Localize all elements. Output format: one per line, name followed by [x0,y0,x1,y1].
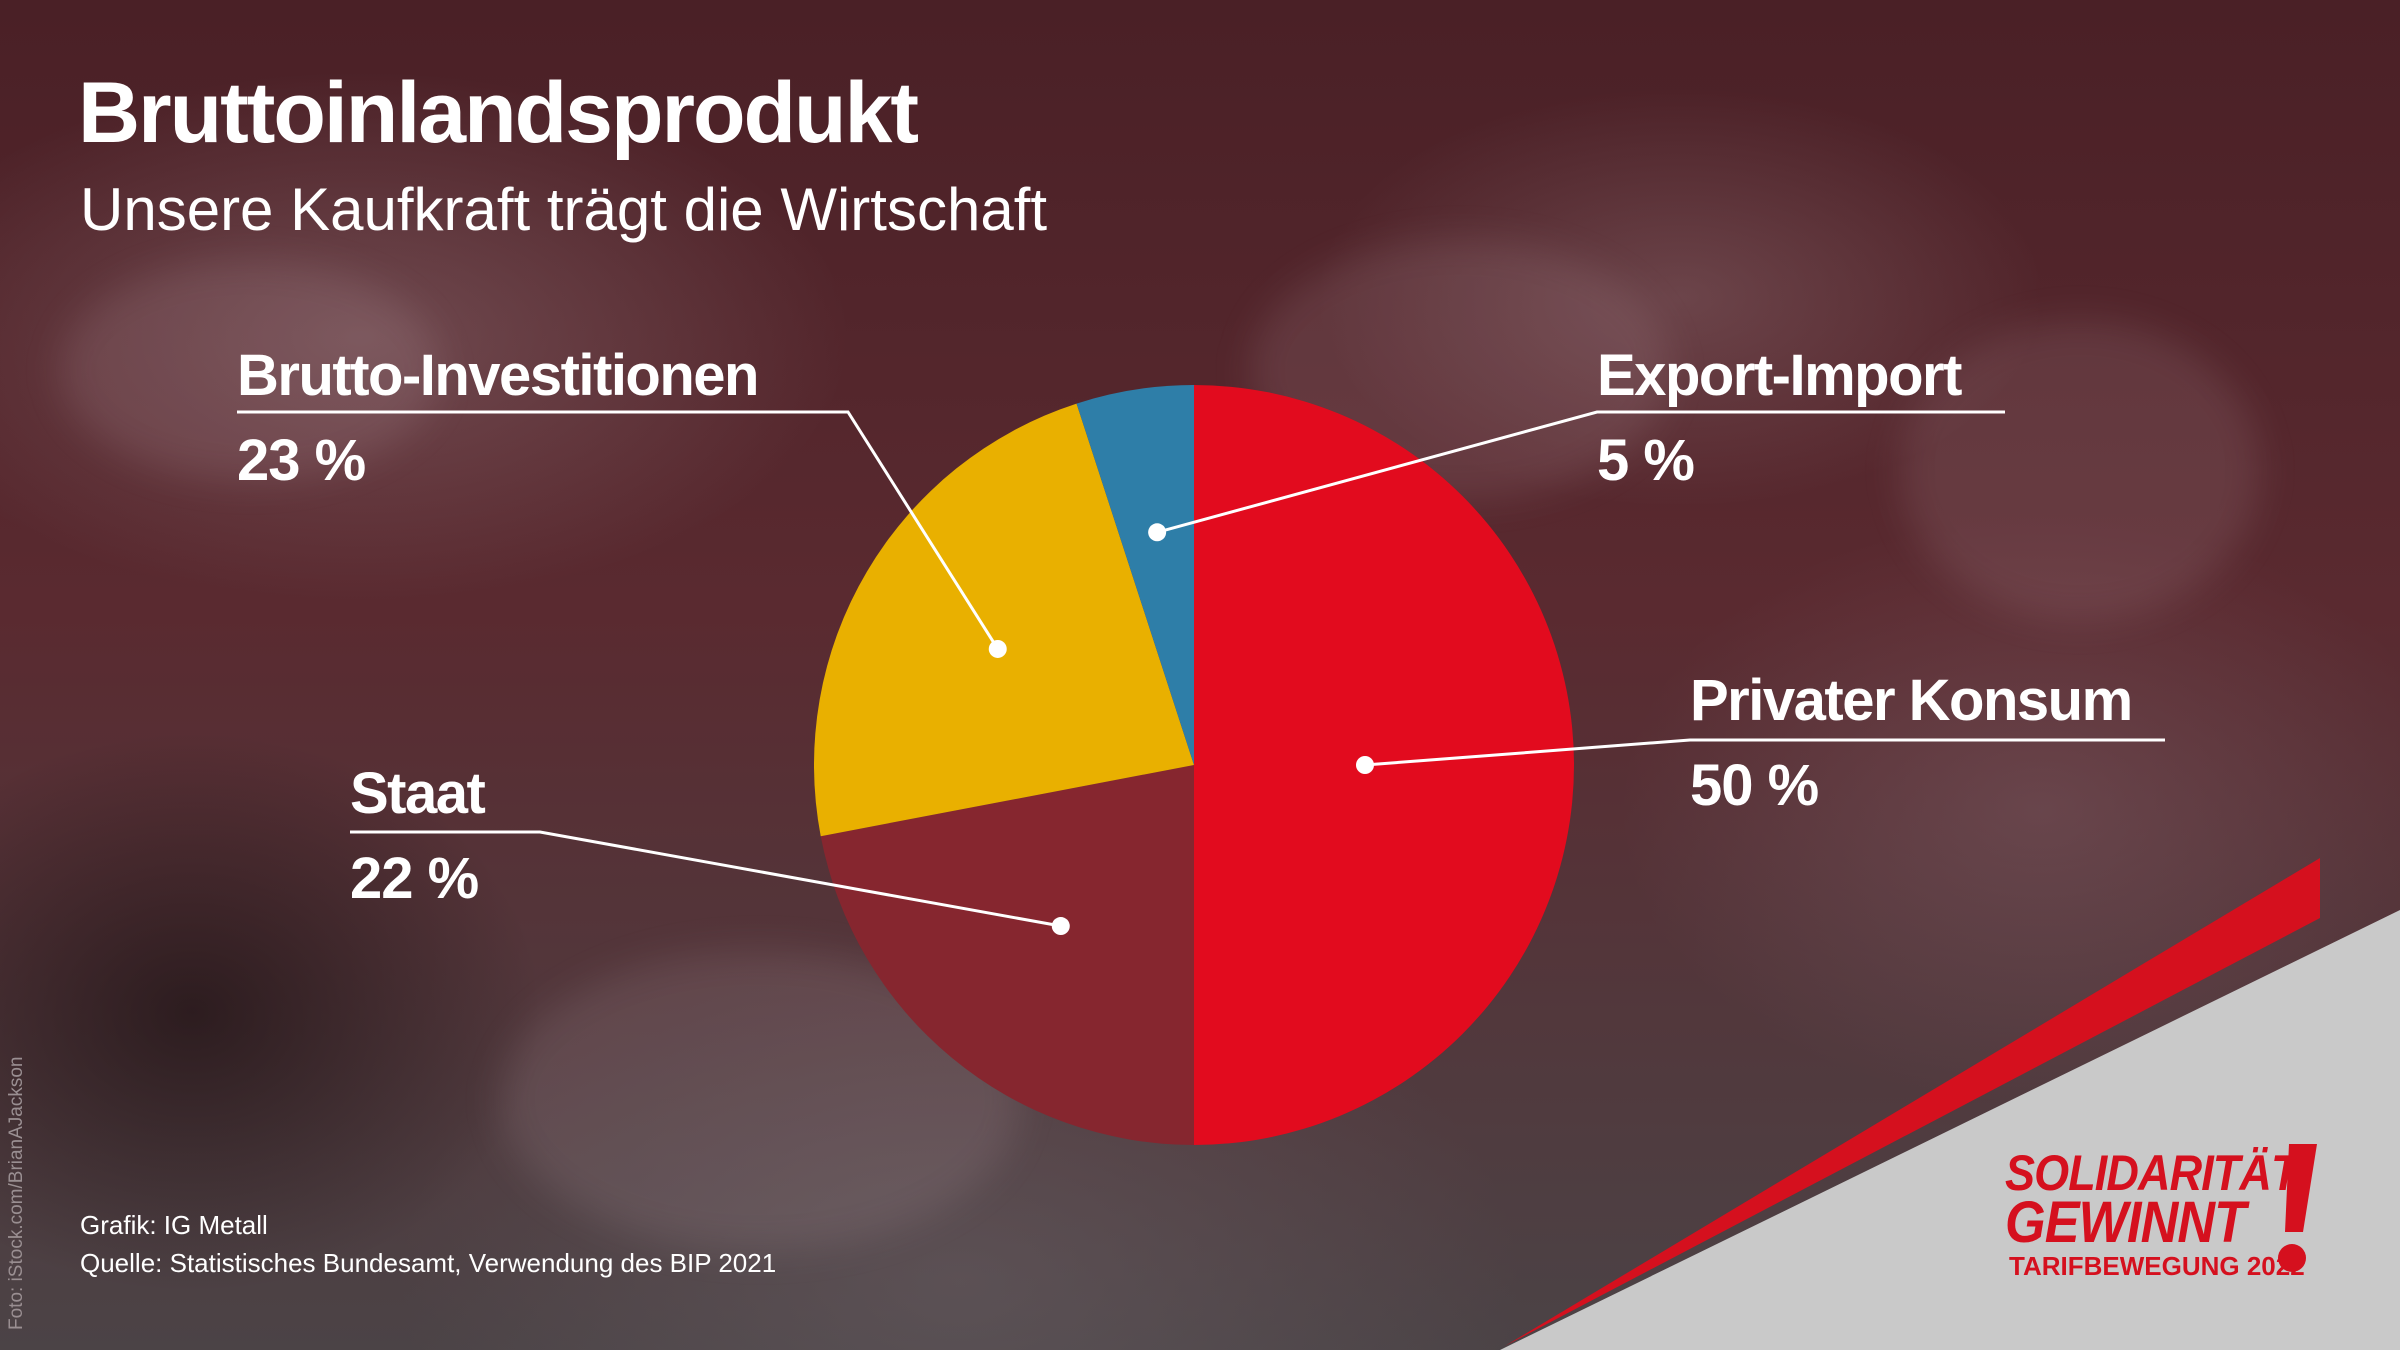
slice-value-export-import: 5 % [1597,428,1694,493]
pie-slice-brutto-investitionen [814,403,1194,837]
page-title: Bruttoinlandsprodukt [78,65,919,161]
leader-dot [988,639,1007,658]
pie-slices [814,385,1574,1145]
leader-dot [1356,756,1374,774]
logo-line-1: SOLIDARITÄT [2005,1145,2298,1201]
page-subtitle: Unsere Kaufkraft trägt die Wirtschaft [80,176,1048,243]
graphic-credit: Grafik: IG Metall [80,1210,268,1240]
leader-dot [1051,917,1070,936]
pie-slice-export-import [1076,385,1194,765]
slice-label-staat: Staat [350,761,486,826]
leader-line [1156,410,2005,534]
exclamation-mark-icon [2278,1144,2317,1272]
logo-line-2: GEWINNT [2005,1190,2246,1255]
source-note: Quelle: Statistisches Bundesamt, Verwend… [80,1248,777,1278]
photo-credit: Foto: iStock.com/BrianAJackson [6,1056,27,1331]
corner-gray-shape [1500,910,2400,1350]
leader-dot [1148,523,1167,542]
pie-slice-staat [820,765,1194,1145]
pie-leaders [237,410,2165,936]
leader-line [237,410,1000,650]
solidaritaet-gewinnt-logo: SOLIDARITÄT GEWINNT TARIFBEWEGUNG 2022 [2005,1144,2325,1281]
slice-value-privater-konsum: 50 % [1690,753,1819,818]
slice-label-brutto-investitionen: Brutto-Investitionen [237,343,758,408]
slice-label-privater-konsum: Privater Konsum [1690,668,2132,733]
leader-line [350,830,1062,928]
corner-red-stripe [1505,858,2320,1346]
slice-label-export-import: Export-Import [1597,343,1962,408]
slice-value-staat: 22 % [350,846,479,911]
leader-line [1364,738,2165,767]
logo-line-3: TARIFBEWEGUNG 2022 [2009,1251,2305,1281]
slice-value-brutto-investitionen: 23 % [237,428,366,493]
